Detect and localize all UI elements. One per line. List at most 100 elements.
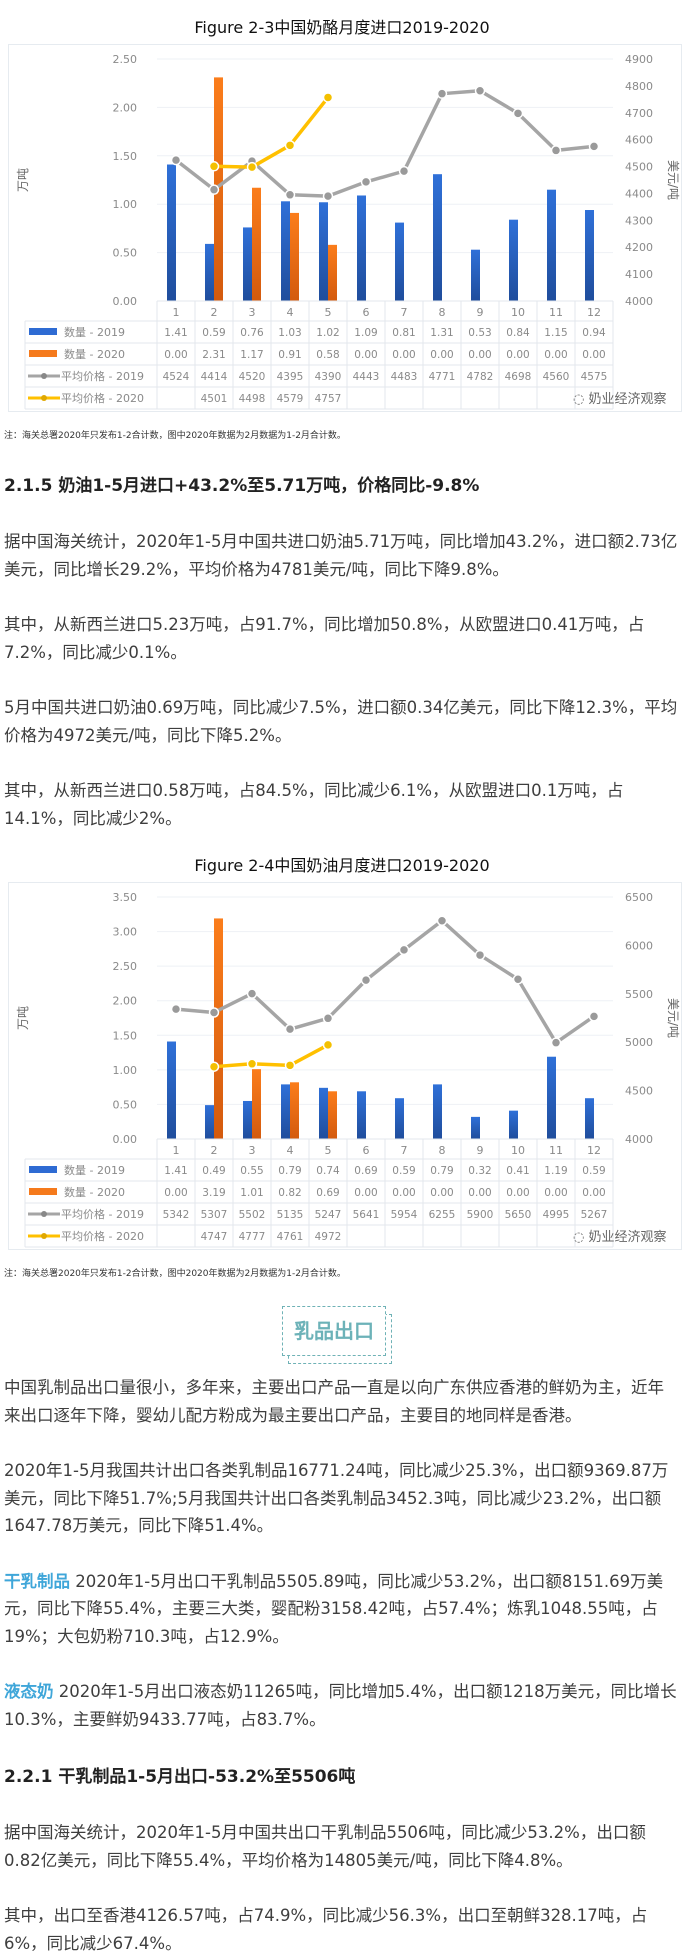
table-cell: 0.00: [468, 1187, 491, 1199]
right-axis-tick: 5000: [625, 1036, 653, 1049]
bar-2019: [395, 222, 404, 301]
paragraph: 干乳制品 2020年1-5月出口干乳制品5505.89吨，同比减少53.2%，出…: [4, 1568, 680, 1651]
price-line-2019: [174, 88, 595, 198]
table-cell: 0.00: [468, 349, 491, 361]
table-cell: 4777: [239, 1231, 266, 1243]
table-cell: 4483: [391, 371, 418, 383]
chart-title: Figure 2-4中国奶油月度进口2019-2020: [194, 856, 490, 875]
table-cell: 1.41: [164, 1165, 187, 1177]
table-cell: 0.00: [506, 349, 529, 361]
table-cell: 0.58: [316, 349, 339, 361]
price-point: [284, 1060, 296, 1071]
table-cell: 5650: [505, 1209, 532, 1221]
legend-swatch: [29, 328, 57, 335]
price-line-2019: [175, 918, 595, 1045]
price-point: [284, 1023, 296, 1035]
table-cell: 5267: [581, 1209, 608, 1221]
legend-label: 平均价格 - 2019: [61, 1207, 144, 1221]
right-axis-title: 美元/吨: [666, 160, 680, 200]
price-point: [550, 145, 562, 156]
table-cell: 0.00: [354, 349, 377, 361]
category-label: 5: [325, 1144, 332, 1157]
price-point: [208, 184, 220, 195]
table-cell: 5307: [201, 1209, 228, 1221]
table-cell: 1.15: [544, 327, 567, 339]
table-cell: 5954: [391, 1209, 418, 1221]
chart-svg: 0.000.501.001.502.002.503.003.5040004500…: [16, 891, 680, 1248]
legend-label: 数量 - 2019: [64, 326, 125, 339]
category-label: 10: [511, 306, 525, 319]
price-point: [170, 154, 182, 166]
legend-label: 平均价格 - 2020: [61, 391, 144, 405]
table-cell: 0.00: [506, 1187, 529, 1199]
bar-2020: [252, 1069, 261, 1139]
left-axis-tick: 3.00: [113, 926, 138, 939]
table-cell: 4390: [315, 371, 342, 383]
category-label: 9: [477, 1144, 484, 1157]
category-label: 3: [249, 306, 256, 319]
table-cell: 2.31: [202, 349, 225, 361]
bar-2019: [471, 1116, 480, 1139]
category-label: 4: [287, 1144, 294, 1157]
category-label: 12: [587, 306, 601, 319]
left-axis-tick: 0.50: [113, 247, 138, 260]
table-cell: 4995: [543, 1209, 570, 1221]
keyword-liquid-milk: 液态奶: [4, 1682, 54, 1701]
table-cell: 3.19: [202, 1187, 225, 1199]
left-axis-tick: 0.00: [113, 1133, 138, 1146]
section-heading: 2.1.5 奶油1-5月进口+43.2%至5.71万吨，价格同比-9.8%: [4, 476, 480, 496]
table-cell: 5641: [353, 1209, 380, 1221]
price-point: [398, 165, 410, 177]
legend-swatch: [29, 1166, 57, 1173]
bar-2020: [328, 244, 337, 301]
table-cell: 4443: [353, 371, 380, 383]
price-point: [398, 944, 410, 956]
table-cell: 5900: [467, 1209, 494, 1221]
table-cell: 4747: [201, 1231, 228, 1243]
table-cell: 1.41: [164, 327, 187, 339]
table-cell: 0.59: [202, 327, 225, 339]
left-axis-tick: 2.00: [113, 995, 138, 1008]
bar-2020: [252, 187, 261, 301]
table-cell: 0.00: [430, 1187, 453, 1199]
paragraph: 据中国海关统计，2020年1-5月中国共出口干乳制品5506吨，同比减少53.2…: [4, 1823, 646, 1870]
category-label: 7: [401, 1144, 408, 1157]
bar-2019: [243, 1100, 252, 1139]
table-cell: 4757: [315, 393, 342, 405]
category-label: 1: [173, 306, 180, 319]
right-axis-tick: 4400: [625, 187, 653, 200]
paragraph: 5月中国共进口奶油0.69万吨，同比减少7.5%，进口额0.34亿美元，同比下降…: [4, 698, 678, 745]
category-label: 7: [401, 306, 408, 319]
left-axis-tick: 1.00: [113, 1064, 138, 1077]
watermark: ◌ 奶业经济观察: [573, 1230, 666, 1245]
right-axis-tick: 4100: [625, 268, 653, 281]
price-line-2020: [213, 1043, 329, 1069]
bar-2020: [290, 1082, 299, 1139]
price-point: [550, 1037, 562, 1048]
table-cell: 0.32: [468, 1165, 491, 1177]
table-cell: 0.74: [316, 1165, 340, 1177]
table-cell: 4972: [315, 1231, 342, 1243]
price-point: [246, 988, 258, 999]
price-point: [170, 1003, 182, 1015]
section-title-block: 乳品出口: [0, 1306, 684, 1364]
bar-2019: [357, 1091, 366, 1139]
table-cell: 0.00: [164, 349, 187, 361]
bar-2020: [328, 1091, 337, 1139]
category-label: 11: [549, 1144, 563, 1157]
price-point: [284, 140, 296, 151]
paragraph: 其中，从新西兰进口0.58万吨，占84.5%，同比减少6.1%，从欧盟进口0.1…: [4, 781, 624, 828]
table-cell: 0.84: [506, 327, 530, 339]
watermark: ◌ 奶业经济观察: [573, 392, 666, 407]
bar-2019: [585, 1098, 594, 1139]
table-cell: 0.00: [582, 1187, 605, 1199]
table-cell: 4524: [163, 371, 190, 383]
price-point: [322, 92, 334, 103]
paragraph: 液态奶 2020年1-5月出口液态奶11265吨，同比增加5.4%，出口额121…: [4, 1678, 680, 1733]
bar-2019: [243, 227, 252, 301]
table-cell: 1.17: [240, 349, 263, 361]
price-point: [246, 1058, 258, 1070]
table-cell: 5247: [315, 1209, 342, 1221]
paragraph: 中国乳制品出口量很小，多年来，主要出口产品一直是以向广东供应香港的鲜奶为主，近年…: [4, 1378, 664, 1425]
bar-2019: [471, 249, 480, 301]
